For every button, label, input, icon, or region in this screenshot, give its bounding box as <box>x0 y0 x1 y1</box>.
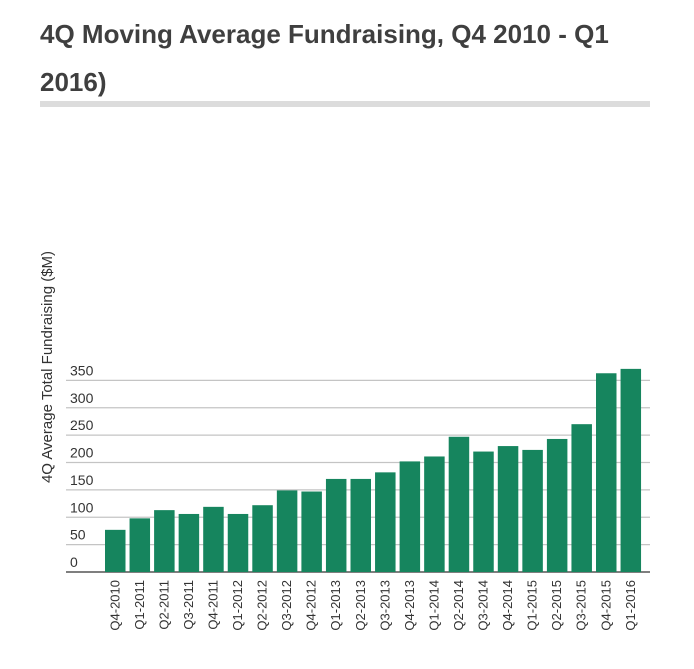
bar <box>620 368 642 572</box>
x-tick-label: Q1-2016 <box>623 580 638 631</box>
x-tick-label: Q1-2011 <box>132 580 147 630</box>
bar <box>522 449 543 572</box>
x-tick-label: Q2-2011 <box>156 580 171 630</box>
chart-title: 4Q Moving Average Fundraising, Q4 2010 -… <box>40 19 609 97</box>
title-divider <box>40 101 650 107</box>
bars <box>105 368 642 572</box>
bar <box>203 506 224 572</box>
bar <box>375 472 396 572</box>
x-tick-label: Q2-2012 <box>255 580 270 631</box>
x-tick-label: Q1-2014 <box>426 580 441 631</box>
x-tick-label: Q4-2015 <box>598 580 613 631</box>
x-tick-label: Q4-2013 <box>402 580 417 631</box>
bar <box>276 490 298 572</box>
bar <box>154 510 175 572</box>
x-tick-label: Q2-2013 <box>353 580 368 631</box>
x-tick-label: Q4-2014 <box>500 580 515 631</box>
y-tick-label: 350 <box>70 362 94 378</box>
x-axis-ticks: Q4-2010 Q1-2011 Q2-2011 Q3-2011 Q4-2011 Q1-20… <box>107 580 638 631</box>
x-tick-label: Q3-2015 <box>574 580 589 631</box>
y-tick-label: 300 <box>70 390 94 406</box>
bar <box>473 451 494 572</box>
x-tick-label: Q3-2014 <box>476 580 491 631</box>
x-tick-label: Q4-2012 <box>304 580 319 631</box>
bar <box>448 436 470 572</box>
bar <box>399 461 421 572</box>
bar <box>105 529 126 572</box>
bar <box>350 478 371 572</box>
x-tick-label: Q2-2014 <box>451 580 466 631</box>
x-tick-label: Q2-2015 <box>549 580 564 631</box>
x-tick-label: Q1-2013 <box>328 580 343 631</box>
x-tick-label: Q3-2012 <box>279 580 294 631</box>
x-tick-label: Q3-2011 <box>181 580 196 630</box>
bar <box>571 424 592 572</box>
bar <box>178 513 200 572</box>
x-tick-label: Q4-2010 <box>107 580 122 631</box>
y-axis-ticks: 0 50 100 150 200 250 300 350 <box>70 362 94 570</box>
x-tick-label: Q4-2011 <box>205 580 220 630</box>
y-tick-label: 250 <box>70 417 94 433</box>
bar <box>497 446 519 572</box>
y-tick-label: 0 <box>70 554 78 570</box>
y-tick-label: 100 <box>70 499 94 515</box>
bar <box>301 491 322 572</box>
bar <box>252 505 273 572</box>
x-tick-label: Q3-2013 <box>377 580 392 631</box>
bar <box>424 456 445 572</box>
y-tick-label: 50 <box>70 527 86 543</box>
x-tick-label: Q1-2012 <box>230 580 245 631</box>
bar <box>227 513 249 572</box>
y-tick-label: 200 <box>70 445 94 461</box>
bar <box>596 373 617 572</box>
bar <box>546 438 568 572</box>
y-tick-label: 150 <box>70 472 94 488</box>
y-axis-title: 4Q Average Total Fundraising ($M) <box>39 251 56 483</box>
bar <box>129 518 151 572</box>
bar <box>325 478 347 572</box>
x-tick-label: Q1-2015 <box>525 580 540 631</box>
